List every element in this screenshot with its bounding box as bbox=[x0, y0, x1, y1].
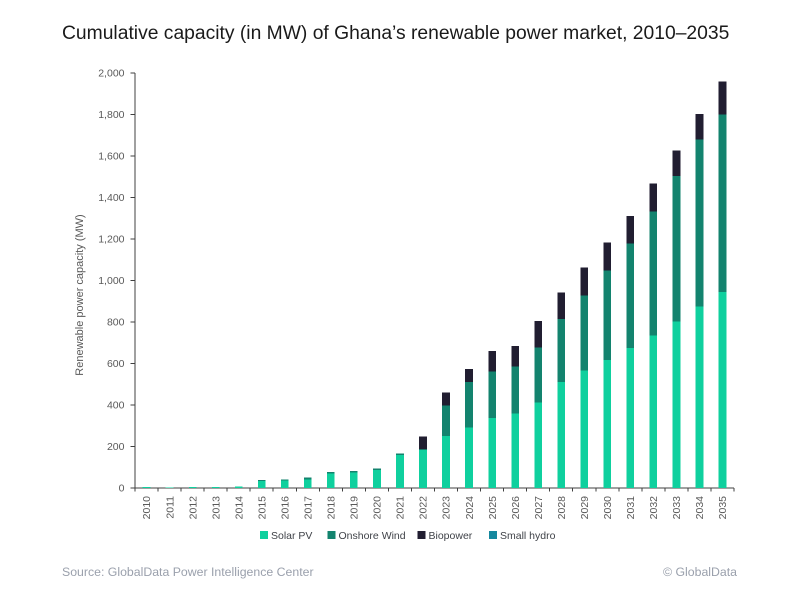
svg-text:2012: 2012 bbox=[187, 496, 199, 520]
svg-text:2017: 2017 bbox=[302, 496, 314, 520]
svg-text:600: 600 bbox=[107, 358, 125, 370]
svg-text:2021: 2021 bbox=[395, 496, 407, 520]
svg-text:2027: 2027 bbox=[533, 496, 545, 520]
svg-text:2015: 2015 bbox=[256, 496, 268, 520]
svg-text:2018: 2018 bbox=[326, 496, 338, 520]
svg-text:2035: 2035 bbox=[717, 496, 729, 520]
svg-text:2020: 2020 bbox=[372, 496, 384, 520]
svg-text:200: 200 bbox=[107, 441, 125, 453]
svg-text:2,000: 2,000 bbox=[98, 68, 124, 80]
svg-text:1,400: 1,400 bbox=[98, 192, 124, 204]
svg-text:2031: 2031 bbox=[625, 496, 637, 520]
svg-text:Onshore Wind: Onshore Wind bbox=[339, 530, 406, 542]
svg-text:2010: 2010 bbox=[141, 496, 153, 520]
svg-text:2023: 2023 bbox=[441, 496, 453, 520]
svg-text:2024: 2024 bbox=[464, 496, 476, 520]
svg-text:2013: 2013 bbox=[210, 496, 222, 520]
svg-text:© GlobalData: © GlobalData bbox=[663, 565, 737, 579]
svg-text:1,000: 1,000 bbox=[98, 275, 124, 287]
svg-text:2019: 2019 bbox=[349, 496, 361, 520]
svg-text:Biopower: Biopower bbox=[429, 530, 473, 542]
svg-text:Renewable power capacity (MW): Renewable power capacity (MW) bbox=[74, 214, 86, 375]
svg-text:2028: 2028 bbox=[556, 496, 568, 520]
svg-text:2026: 2026 bbox=[510, 496, 522, 520]
svg-text:400: 400 bbox=[107, 400, 125, 412]
svg-text:Cumulative capacity (in MW) of: Cumulative capacity (in MW) of Ghana’s r… bbox=[62, 23, 729, 44]
svg-text:2032: 2032 bbox=[648, 496, 660, 520]
svg-text:2034: 2034 bbox=[694, 496, 706, 520]
svg-text:2029: 2029 bbox=[579, 496, 591, 520]
svg-text:2014: 2014 bbox=[233, 496, 245, 520]
svg-text:Solar PV: Solar PV bbox=[271, 530, 312, 542]
svg-text:2016: 2016 bbox=[279, 496, 291, 520]
svg-text:1,200: 1,200 bbox=[98, 234, 124, 246]
svg-text:Source: GlobalData Power Intel: Source: GlobalData Power Intelligence Ce… bbox=[62, 565, 314, 579]
svg-text:2030: 2030 bbox=[602, 496, 614, 520]
svg-text:1,800: 1,800 bbox=[98, 109, 124, 121]
svg-text:800: 800 bbox=[107, 317, 125, 329]
svg-text:0: 0 bbox=[119, 483, 125, 495]
svg-text:2022: 2022 bbox=[418, 496, 430, 520]
svg-text:2025: 2025 bbox=[487, 496, 499, 520]
svg-text:Small hydro: Small hydro bbox=[500, 530, 556, 542]
svg-text:2033: 2033 bbox=[671, 496, 683, 520]
svg-text:1,600: 1,600 bbox=[98, 151, 124, 163]
svg-text:2011: 2011 bbox=[164, 496, 176, 519]
